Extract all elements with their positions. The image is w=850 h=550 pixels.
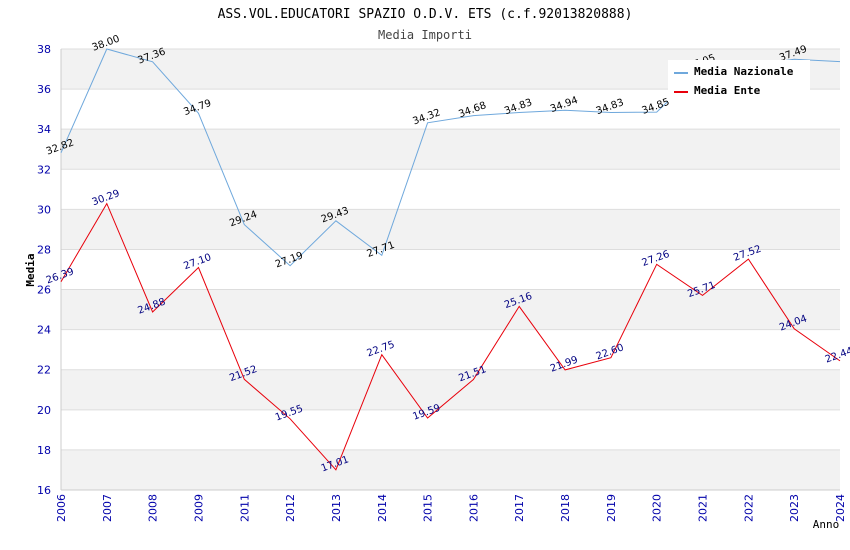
- y-tick-label: 36: [37, 83, 51, 96]
- grid-bands: [61, 49, 840, 490]
- y-tick-label: 20: [37, 404, 51, 417]
- grid-band: [61, 289, 840, 330]
- x-tick-label: 2009: [192, 494, 205, 522]
- x-tick-label: 2022: [742, 494, 755, 522]
- x-tick-label: 2006: [55, 494, 68, 522]
- x-tick-label: 2014: [376, 494, 389, 522]
- data-label: 34.85: [641, 97, 672, 117]
- x-tick-labels: 2006 2007 2008 2009 2011 2012 2013 2014 2015 2016…: [55, 494, 847, 522]
- x-tick-label: 2016: [467, 494, 480, 522]
- data-label: 34.83: [595, 97, 626, 117]
- x-tick-label: 2020: [651, 494, 664, 522]
- x-tick-label: 2018: [559, 494, 572, 522]
- legend-background: [668, 60, 810, 102]
- data-label: 34.94: [549, 95, 580, 115]
- y-tick-label: 16: [37, 484, 51, 497]
- x-tick-label: 2013: [330, 494, 343, 522]
- series-line-ente: [60, 202, 841, 471]
- x-axis-label: Anno: [813, 518, 840, 531]
- data-label: 27.10: [182, 252, 213, 272]
- x-tick-label: 2019: [605, 494, 618, 522]
- data-label: 22.44: [824, 345, 850, 365]
- y-tick-label: 26: [37, 284, 51, 297]
- x-tick-label: 2023: [788, 494, 801, 522]
- y-tick-label: 28: [37, 243, 51, 256]
- axes: [60, 49, 840, 491]
- grid-band: [61, 449, 840, 490]
- data-label: 22.60: [595, 342, 626, 362]
- y-tick-label: 30: [37, 203, 51, 216]
- y-tick-label: 22: [37, 364, 51, 377]
- grid-band: [61, 369, 840, 410]
- grid-band: [61, 209, 840, 250]
- grid-band: [61, 129, 840, 170]
- data-label: 26.39: [45, 266, 76, 286]
- x-tick-label: 2011: [238, 494, 251, 522]
- x-tick-label: 2012: [284, 494, 297, 522]
- x-tick-label: 2008: [147, 494, 160, 522]
- legend-label-nazionale: Media Nazionale: [694, 65, 794, 78]
- legend: Media Nazionale Media Ente: [668, 60, 810, 102]
- y-tick-label: 18: [37, 444, 51, 457]
- x-tick-label: 2021: [697, 494, 710, 522]
- x-tick-label: 2024: [834, 494, 847, 522]
- y-tick-label: 38: [37, 43, 51, 56]
- y-tick-label: 32: [37, 163, 51, 176]
- y-tick-labels: 16 18 20 22 24 26 28 30 32 34 36 38: [37, 43, 51, 497]
- legend-label-ente: Media Ente: [694, 84, 761, 97]
- data-label: 34.83: [503, 97, 534, 117]
- chart-title: ASS.VOL.EDUCATORI SPAZIO O.D.V. ETS (c.f…: [218, 7, 633, 22]
- chart-subtitle: Media Importi: [378, 28, 472, 42]
- data-label: 27.19: [274, 250, 305, 270]
- y-axis-label: Media: [24, 253, 37, 286]
- data-label: 34.68: [457, 100, 488, 120]
- y-tick-label: 34: [37, 123, 51, 136]
- grid-lines: [61, 48, 840, 491]
- x-tick-label: 2017: [513, 494, 526, 522]
- x-tick-label: 2007: [101, 494, 114, 522]
- x-tick-label: 2015: [422, 494, 435, 522]
- y-tick-label: 24: [37, 324, 51, 337]
